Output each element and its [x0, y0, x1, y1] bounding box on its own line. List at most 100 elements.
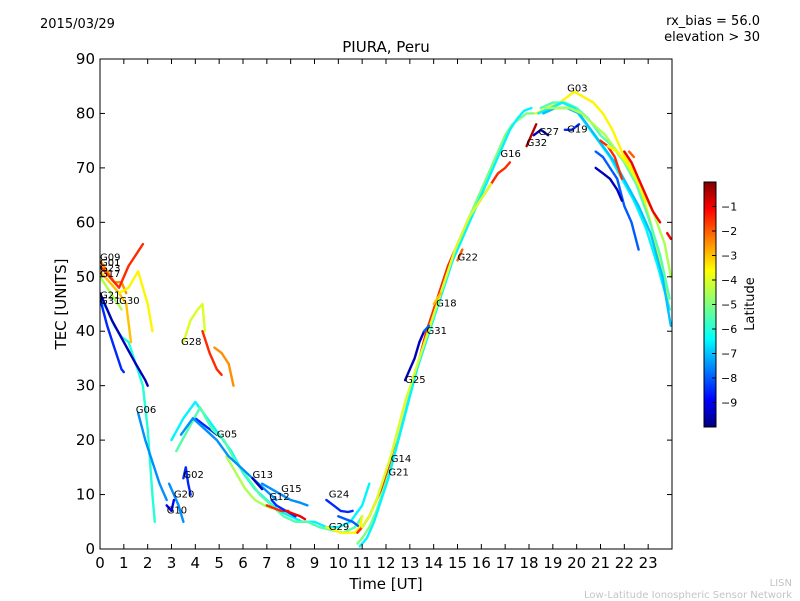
colorbar-tick-label: −4: [721, 274, 737, 287]
x-tick-label: 9: [310, 554, 320, 572]
annotation-g12: G12: [269, 492, 289, 503]
x-tick-label: 23: [639, 554, 658, 572]
y-tick-label: 30: [76, 377, 95, 395]
x-tick-label: 8: [286, 554, 296, 572]
series-line-g31: [422, 324, 431, 333]
org-full-label: Low-Latitude Ionospheric Sensor Network: [584, 590, 792, 601]
annotation-g06: G06: [136, 405, 156, 416]
x-tick-label: 21: [591, 554, 610, 572]
series-line-g28-c: [213, 346, 235, 387]
series-line-g03-j: [623, 150, 662, 224]
series-line-g06: [136, 411, 168, 502]
x-tick-label: 6: [238, 554, 248, 572]
series-line-g02: [182, 466, 192, 496]
annotation-g25: G25: [405, 375, 425, 386]
annotation-g29: G29: [329, 522, 349, 533]
series-line-g17: [100, 275, 123, 311]
x-tick-label: 7: [262, 554, 272, 572]
x-tick-label: 12: [376, 554, 395, 572]
x-tick-label: 17: [496, 554, 515, 572]
series-line-g31: [100, 297, 126, 374]
x-tick-label: 18: [519, 554, 538, 572]
x-tick-label: 20: [567, 554, 586, 572]
series-line-g25: [403, 330, 426, 382]
annotation-g17: G17: [100, 269, 120, 280]
annotation-g24: G24: [329, 489, 349, 500]
colorbar-tick-label: −6: [721, 323, 737, 336]
date-label: 2015/03/29: [40, 17, 115, 32]
series-line-g29-b: [325, 515, 364, 534]
series-line-g03-g: [594, 166, 624, 202]
x-tick-label: 2: [143, 554, 153, 572]
colorbar-tick-label: −1: [721, 201, 737, 214]
series-line-g24-b: [337, 515, 361, 529]
x-tick-label: 22: [615, 554, 634, 572]
y-tick-label: 40: [76, 322, 95, 340]
series-line-g01: [100, 242, 145, 289]
series-line-g03-l: [666, 231, 672, 240]
series-line-g27: [532, 128, 550, 137]
series-line-g16: [100, 291, 149, 387]
series-line-g13: [251, 477, 264, 491]
series-line-g30: [117, 270, 154, 333]
annotation-g21: G21: [100, 291, 120, 302]
x-tick-label: 14: [424, 554, 443, 572]
annotation-g09: G09: [100, 252, 120, 263]
annotation-g05: G05: [217, 429, 237, 440]
annotation-g03: G03: [567, 84, 587, 95]
annotation-g20: G20: [174, 489, 194, 500]
series-line-g03-b: [539, 101, 671, 300]
y-tick-label: 60: [76, 213, 95, 231]
colorbar-tick-label: −7: [721, 348, 737, 361]
x-tick-label: 16: [472, 554, 491, 572]
x-tick-label: 5: [214, 554, 224, 572]
colorbar-label: Latitude: [743, 277, 758, 331]
series-line-g28-b: [201, 330, 223, 376]
annotation-g01: G01: [100, 258, 120, 269]
x-axis-label: Time [UT]: [348, 575, 422, 593]
series-line-g24: [325, 498, 354, 514]
rx-bias-label: rx_bias = 56.0: [666, 14, 760, 29]
annotation-g31: G31: [100, 296, 120, 307]
annotation-g27: G27: [539, 127, 559, 138]
series-line-g25: [179, 417, 278, 502]
annotation-g10: G10: [167, 506, 187, 517]
x-tick-label: 13: [400, 554, 419, 572]
x-tick-label: 11: [353, 554, 372, 572]
series-line-g32: [525, 123, 538, 148]
series-line-g19: [563, 123, 581, 132]
annotation-g21: G21: [388, 468, 408, 479]
series-line-g15-b: [260, 482, 309, 507]
series-layer: [100, 90, 672, 548]
series-line-g05-c: [225, 455, 273, 510]
colorbar-tick-label: −9: [721, 397, 737, 410]
y-tick-label: 10: [76, 486, 95, 504]
colorbar-ticks: −1 −2 −3 −4 −5 −6 −7 −8 −9: [712, 201, 737, 410]
annotation-g19: G19: [567, 125, 587, 136]
y-tick-label: 70: [76, 159, 95, 177]
x-tick-label: 3: [167, 554, 177, 572]
x-tick-label: 19: [543, 554, 562, 572]
tick-layer: 0 1 2 3 4 5 6 7 8 9 10 11 12 13 14 15 16 17 18 19 20 21 22 2301…: [76, 50, 672, 572]
colorbar-tick-label: −3: [721, 250, 737, 263]
y-tick-label: 80: [76, 104, 95, 122]
y-tick-label: 90: [76, 50, 95, 68]
x-tick-label: 1: [119, 554, 129, 572]
series-line-g20: [167, 482, 185, 523]
y-tick-label: 50: [76, 268, 95, 286]
series-line-g03-f: [594, 150, 640, 251]
org-short-label: LISN: [769, 578, 792, 589]
series-line-b4: [361, 182, 493, 529]
series-line-b1: [356, 161, 512, 534]
x-tick-label: 10: [329, 554, 348, 572]
colorbar-tick-label: −2: [721, 225, 737, 238]
colorbar-tick-label: −8: [721, 372, 737, 385]
x-tick-label: 0: [95, 554, 105, 572]
annotation-g16: G16: [500, 149, 520, 160]
series-line-g10: [165, 498, 176, 513]
annotation-g15: G15: [281, 484, 301, 495]
y-tick-label: 20: [76, 431, 95, 449]
annotation-g31: G31: [427, 326, 447, 337]
annotation-g02: G02: [183, 470, 203, 481]
annotation-layer: G09G01G23G17G21G31G30G06G28G05G02G20G10G…: [100, 84, 588, 533]
